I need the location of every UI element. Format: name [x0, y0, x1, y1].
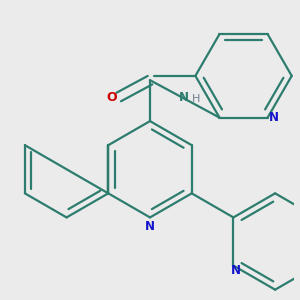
Text: N: N [179, 91, 189, 103]
Text: O: O [106, 91, 117, 103]
Text: N: N [268, 111, 278, 124]
Text: N: N [145, 220, 155, 232]
Text: N: N [231, 264, 241, 277]
Text: H: H [192, 94, 200, 104]
